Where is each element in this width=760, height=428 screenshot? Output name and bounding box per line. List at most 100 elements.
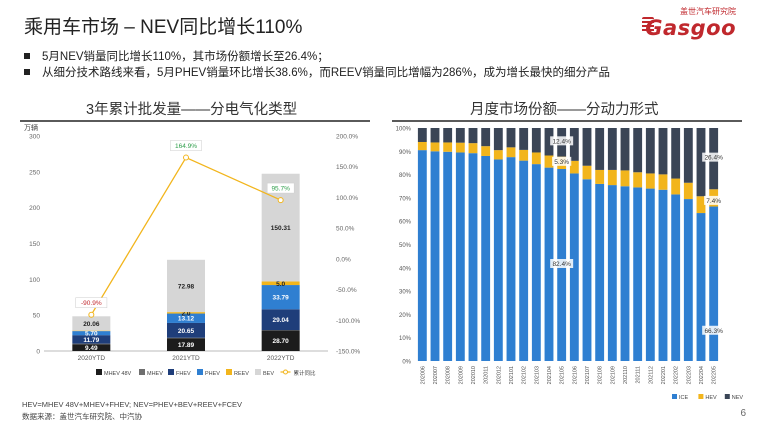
y2-tick-label: 100.0% (336, 195, 358, 202)
legend-swatch (255, 369, 261, 375)
y-tick-label: 0 (36, 349, 40, 356)
bar-segment (417, 150, 427, 361)
bar-segment (531, 164, 541, 361)
bar-segment (493, 150, 503, 160)
y2-tick-label: -150.0% (336, 349, 360, 356)
y-tick-label: 300 (29, 134, 40, 141)
bar-segment (582, 165, 592, 180)
y2-tick-label: 50.0% (336, 226, 355, 233)
x-tick-label: 202102 (522, 366, 528, 384)
x-tick-label: 202202 (674, 366, 680, 384)
bar-segment (481, 146, 491, 156)
annotation-label: 12.4% (552, 138, 571, 145)
y-tick-label: 70% (399, 196, 412, 202)
x-tick-label: 202006 (420, 366, 426, 384)
x-tick-label: 2020YTD (78, 355, 106, 362)
bar-segment (455, 142, 465, 153)
bar-segment (519, 160, 529, 361)
x-tick-label: 202007 (433, 366, 439, 384)
bar-segment (671, 178, 681, 195)
legend-label: PHEV (205, 371, 220, 377)
bar-segment (519, 128, 529, 150)
yoy-data-label: 164.9% (175, 143, 197, 150)
x-tick-label: 202205 (712, 366, 718, 384)
bar-segment (72, 335, 111, 344)
bar-segment (582, 128, 592, 166)
bar-segment (645, 188, 655, 361)
bar-segment (683, 182, 693, 200)
bullet-item: 5月NEV销量同比增长110%，其市场份额增长至26.4%； (24, 48, 610, 64)
bullet-item: 从细分技术路线来看，5月PHEV销量环比增长38.6%，而REEV销量同比增幅为… (24, 64, 610, 80)
yoy-data-label: -90.9% (81, 300, 102, 307)
yoy-point (88, 311, 95, 318)
yoy-data-label: 95.7% (271, 186, 290, 193)
bar-segment (481, 155, 491, 361)
annotation-box (702, 325, 726, 335)
bar-segment (696, 196, 706, 214)
bar-data-label: 9.49 (85, 345, 98, 352)
x-tick-label: 202112 (648, 366, 654, 384)
y-tick-label: 0% (402, 360, 411, 366)
x-tick-label: 202010 (471, 366, 477, 384)
bar-segment (595, 183, 605, 361)
y-tick-label: 90% (399, 150, 412, 156)
legend-swatch (698, 394, 704, 399)
bar-segment (167, 338, 205, 351)
x-tick-label: 202109 (610, 366, 616, 384)
page-number: 6 (740, 408, 746, 419)
x-tick-label: 202108 (598, 366, 604, 384)
bar-segment (430, 142, 440, 152)
bar-segment (506, 147, 516, 158)
bullet-square-icon (24, 69, 30, 75)
y-tick-label: 50 (33, 313, 41, 320)
bar-segment (167, 259, 205, 313)
bar-segment (455, 152, 465, 361)
bar-segment (167, 322, 205, 338)
bar-segment (595, 128, 605, 170)
bar-segment (443, 142, 453, 152)
annotation-box (552, 156, 572, 166)
legend-point-swatch (283, 369, 288, 375)
bar-data-label: 150.31 (271, 225, 291, 232)
y2-tick-label: 0.0% (336, 256, 351, 263)
yoy-label-box (75, 297, 108, 308)
bar-segment (261, 309, 300, 331)
bullet-text: 5月NEV销量同比增长110%，其市场份额增长至26.4%； (42, 51, 329, 63)
left-title-divider (20, 120, 370, 122)
legend-label: MHEV (147, 371, 163, 377)
y-tick-label: 20% (399, 313, 412, 319)
bar-segment (443, 151, 453, 361)
bar-segment (607, 128, 617, 170)
bar-data-label: 13.12 (178, 316, 195, 323)
annotation-label: 82.4% (552, 261, 571, 268)
x-tick-label: 202203 (686, 366, 692, 384)
yoy-label-box (170, 140, 202, 151)
y-tick-label: 200 (29, 205, 40, 212)
legend-swatch (724, 394, 730, 399)
bar-segment (544, 167, 554, 361)
legend-label: ICE (679, 395, 689, 401)
x-tick-label: 202105 (560, 366, 566, 384)
bullet-square-icon (24, 53, 30, 59)
annotation-box (550, 259, 574, 269)
bar-segment (261, 330, 300, 351)
annotation-label: 7.4% (706, 198, 721, 205)
bar-data-label: 29.04 (273, 317, 290, 324)
bar-segment (430, 128, 440, 143)
bar-data-label: 20.06 (83, 321, 100, 328)
legend-label: NEV (732, 395, 744, 401)
bar-segment (569, 160, 579, 174)
bar-segment (582, 179, 592, 361)
gasgoo-logo: 盖世汽车研究院 Gasgoo (626, 6, 736, 40)
right-chart-title: 月度市场份额——分动力形式 (470, 102, 659, 118)
bar-segment (595, 169, 605, 184)
bar-segment (645, 128, 655, 174)
bar-segment (506, 157, 516, 361)
x-tick-label: 202103 (534, 366, 540, 384)
bar-segment (417, 128, 427, 142)
bar-data-label: 11.79 (83, 337, 99, 344)
logo-cn-text: 盖世汽车研究院 (680, 7, 736, 16)
bar-segment (544, 155, 554, 168)
bar-segment (569, 128, 579, 161)
cumulative-wholesale-chart: 万辆 0 50 100 150 200 250 300 -150.0% -100.0% -50.0%… (24, 123, 360, 377)
